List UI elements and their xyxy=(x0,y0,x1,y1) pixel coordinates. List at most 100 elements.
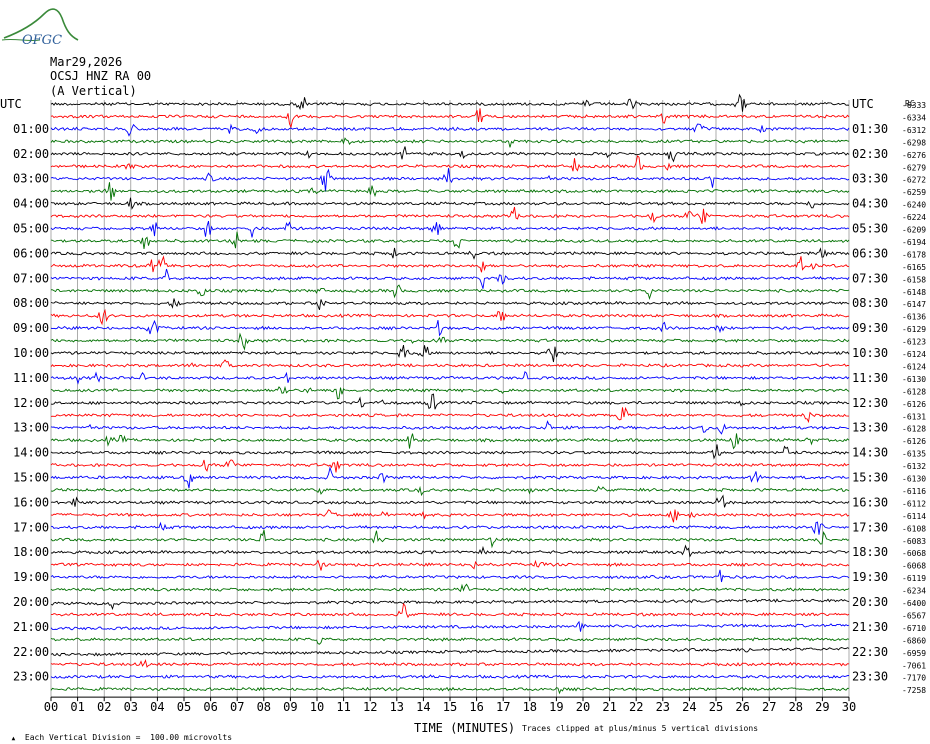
logo-text: OFGC xyxy=(22,33,62,48)
right-label-20: 20:30 xyxy=(852,595,888,609)
trace-row-18 xyxy=(50,319,850,337)
left-label-0: UTC xyxy=(0,97,22,111)
component-label: (A Vertical) xyxy=(50,84,137,98)
x-tick-label-30: 30 xyxy=(842,700,856,714)
x-tick-label-21: 21 xyxy=(602,700,616,714)
x-tick-label-8: 08 xyxy=(257,700,271,714)
offset-value-1: -6334 xyxy=(902,113,926,122)
right-offset-values: -6333 -6334 -6312 -6298 -6276 -6279 -6272 -6259… xyxy=(902,101,926,695)
x-tick-label-11: 11 xyxy=(336,700,350,714)
left-label-22: 22:00 xyxy=(13,645,49,659)
scale-footnote: ▲ Each Vertical Division = 100.00 microv… xyxy=(11,733,233,742)
left-label-13: 13:00 xyxy=(13,421,49,435)
offset-value-15: -6148 xyxy=(902,288,926,297)
offset-value-16: -6147 xyxy=(902,300,926,309)
trace-row-36 xyxy=(51,544,850,558)
right-label-12: 12:30 xyxy=(852,396,888,410)
trace-row-7 xyxy=(50,182,850,201)
trace-row-0 xyxy=(50,93,850,112)
ofgc-logo: OFGC xyxy=(1,8,79,48)
right-label-11: 11:30 xyxy=(852,371,888,385)
offset-value-3: -6298 xyxy=(902,138,926,147)
left-label-23: 23:00 xyxy=(13,670,49,684)
left-label-9: 09:00 xyxy=(13,321,49,335)
trace-row-38 xyxy=(50,569,850,583)
trace-row-22 xyxy=(50,371,850,385)
offset-value-11: -6194 xyxy=(902,238,926,247)
right-label-3: 03:30 xyxy=(852,172,888,186)
left-label-16: 16:00 xyxy=(13,495,49,509)
trace-row-5 xyxy=(50,155,850,172)
left-label-20: 20:00 xyxy=(13,595,49,609)
left-label-17: 17:00 xyxy=(13,520,49,534)
x-tick-label-3: 03 xyxy=(124,700,138,714)
right-values-title: RC xyxy=(905,99,915,108)
left-label-7: 07:00 xyxy=(13,271,49,285)
station-code: OCSJ HNZ RA 00 xyxy=(50,69,152,83)
offset-value-7: -6259 xyxy=(902,188,926,197)
trace-row-3 xyxy=(50,137,850,148)
trace-row-1 xyxy=(50,108,850,129)
offset-value-28: -6135 xyxy=(902,450,926,459)
right-label-15: 15:30 xyxy=(852,471,888,485)
x-tick-label-22: 22 xyxy=(629,700,643,714)
clip-footnote: Traces clipped at plus/minus 5 vertical … xyxy=(522,724,759,733)
offset-value-38: -6119 xyxy=(902,574,926,583)
offset-value-9: -6224 xyxy=(902,213,926,222)
offset-value-17: -6136 xyxy=(902,313,926,322)
trace-row-44 xyxy=(50,647,850,657)
trace-row-46 xyxy=(50,674,850,679)
left-label-2: 02:00 xyxy=(13,147,49,161)
trace-row-28 xyxy=(50,444,850,460)
x-tick-labels: 00 01 02 03 04 05 06 07 08 09 10 11 12 13 14 15 16 17 18 19… xyxy=(44,700,856,714)
trace-row-23 xyxy=(50,385,850,400)
trace-row-41 xyxy=(50,602,850,619)
trace-row-35 xyxy=(50,529,850,549)
trace-row-2 xyxy=(50,123,850,137)
x-tick-label-27: 27 xyxy=(762,700,776,714)
trace-row-33 xyxy=(50,509,850,523)
trace-row-13 xyxy=(50,255,850,273)
trace-row-16 xyxy=(50,298,850,311)
right-label-23: 23:30 xyxy=(852,670,888,684)
trace-row-39 xyxy=(50,583,850,593)
left-label-10: 10:00 xyxy=(13,346,49,360)
right-label-9: 09:30 xyxy=(852,321,888,335)
trace-row-32 xyxy=(50,494,850,508)
trace-row-21 xyxy=(50,359,850,368)
offset-value-2: -6312 xyxy=(902,126,926,135)
left-label-15: 15:00 xyxy=(13,471,49,485)
offset-value-29: -6132 xyxy=(902,462,926,471)
x-tick-label-18: 18 xyxy=(523,700,537,714)
x-tick-label-13: 13 xyxy=(390,700,404,714)
right-label-8: 08:30 xyxy=(852,296,888,310)
trace-row-27 xyxy=(50,433,850,450)
offset-value-26: -6128 xyxy=(902,425,926,434)
trace-row-43 xyxy=(50,637,850,645)
trace-row-47 xyxy=(50,686,850,695)
left-label-11: 11:00 xyxy=(13,371,49,385)
x-tick-label-12: 12 xyxy=(363,700,377,714)
offset-value-12: -6178 xyxy=(902,250,926,259)
scale-text: Each Vertical Division = 100.00 microvol… xyxy=(24,733,233,742)
offset-value-31: -6116 xyxy=(902,487,926,496)
left-time-labels: UTC 01:00 02:00 03:00 04:00 05:00 06:00 07:00 08… xyxy=(0,97,49,684)
offset-value-8: -6240 xyxy=(902,201,926,210)
x-tick-label-24: 24 xyxy=(682,700,696,714)
grid xyxy=(50,100,850,702)
right-label-17: 17:30 xyxy=(852,520,888,534)
left-label-5: 05:00 xyxy=(13,222,49,236)
right-label-0: UTC xyxy=(852,97,874,111)
offset-value-37: -6068 xyxy=(902,562,926,571)
offset-value-44: -6959 xyxy=(902,649,926,658)
x-tick-label-2: 02 xyxy=(97,700,111,714)
right-label-14: 14:30 xyxy=(852,446,888,460)
x-tick-label-26: 26 xyxy=(735,700,749,714)
offset-value-30: -6130 xyxy=(902,475,926,484)
x-tick-label-6: 06 xyxy=(203,700,217,714)
offset-value-24: -6126 xyxy=(902,400,926,409)
offset-value-25: -6131 xyxy=(902,412,926,421)
trace-row-10 xyxy=(50,220,850,238)
offset-value-27: -6126 xyxy=(902,437,926,446)
trace-row-30 xyxy=(50,466,850,489)
